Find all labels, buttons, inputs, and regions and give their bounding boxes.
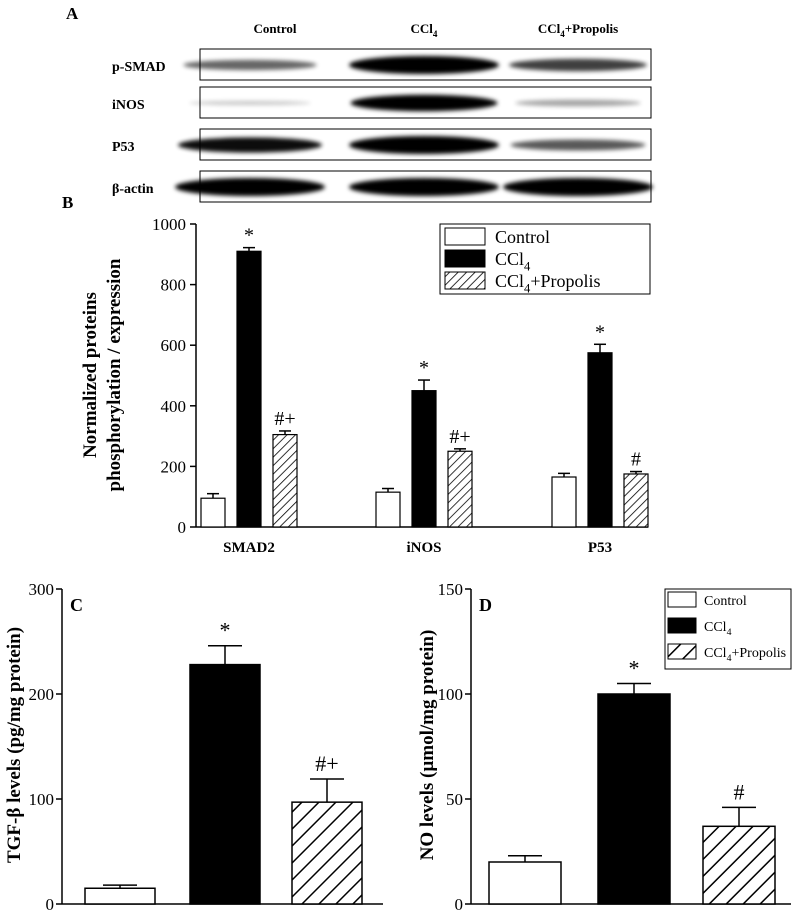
y-tick-label: 100	[29, 790, 55, 809]
significance-label: *	[629, 656, 640, 681]
legend-label: CCl4+Propolis	[704, 646, 786, 664]
blot-band	[175, 178, 325, 196]
legend-label: CCl4	[704, 620, 732, 638]
legend-label: Control	[495, 227, 550, 247]
significance-label: #+	[274, 408, 295, 430]
bar	[200, 497, 226, 528]
bar	[291, 801, 363, 905]
chart-b: B Normalized proteins phosphorylation / ex…	[62, 193, 651, 556]
y-tick-label: 150	[438, 580, 464, 599]
lane-label-ccl4: CCl4	[411, 21, 438, 39]
y-tick-label: 100	[438, 685, 464, 704]
blot-band	[189, 100, 311, 106]
bar	[272, 433, 298, 528]
y-axis-label-line: phosphorylation / expression	[104, 258, 125, 491]
bar	[587, 352, 613, 528]
panel-label-b: B	[62, 193, 73, 212]
bar	[236, 250, 262, 528]
significance-label: #	[734, 779, 745, 804]
y-tick-label: 800	[161, 276, 187, 295]
legend-label: Control	[704, 594, 747, 609]
blot-band	[349, 136, 499, 154]
y-axis-label: NO levels (µmol/mg protein)	[417, 630, 438, 861]
chart-c: 0 100 200 300 TGF-β levels (pg/mg protein) C *…	[4, 580, 383, 914]
y-tick-label: 0	[46, 895, 55, 914]
blot-row: β-actin	[112, 170, 653, 203]
blot-row-label: p-SMAD	[112, 60, 166, 75]
significance-label: *	[595, 321, 605, 343]
y-tick-label: 0	[455, 895, 464, 914]
x-tick-label: iNOS	[406, 540, 441, 556]
x-tick-label: SMAD2	[223, 540, 275, 556]
legend-swatch	[667, 591, 697, 608]
lane-label-ccl4-propolis: CCl4+Propolis	[538, 21, 618, 39]
significance-label: #+	[449, 426, 470, 448]
blot-band	[509, 58, 647, 72]
bar	[411, 390, 437, 528]
bar	[375, 491, 401, 528]
legend-label: CCl4	[495, 249, 531, 273]
y-tick-label: 0	[178, 518, 187, 537]
blot-row: P53	[112, 128, 652, 161]
bar	[488, 861, 562, 905]
blot-row-label: β-actin	[112, 182, 154, 197]
y-tick-label: 50	[446, 790, 463, 809]
bar	[623, 473, 649, 528]
y-tick-label: 300	[29, 580, 55, 599]
blot-row-label: P53	[112, 140, 135, 155]
blot-panel: A Control CCl4 CCl4+Propolis p-SMAD iNOS P…	[66, 4, 653, 203]
significance-label: *	[220, 618, 231, 643]
panel-label-a: A	[66, 4, 79, 23]
y-axis-label: TGF-β levels (pg/mg protein)	[4, 627, 25, 863]
legend-swatch	[444, 271, 486, 290]
bar	[189, 663, 261, 905]
blot-row: p-SMAD	[112, 48, 652, 81]
blot-band	[503, 178, 653, 196]
bar	[702, 825, 776, 905]
blot-band	[510, 139, 646, 151]
significance-label: *	[244, 225, 254, 247]
y-axis-label-line: Normalized proteins	[80, 292, 101, 458]
chart-d: 0 50 100 150 NO levels (µmol/mg protein) D * # C…	[417, 580, 792, 914]
bar	[447, 450, 473, 528]
y-tick-label: 200	[161, 457, 187, 476]
x-tick-label: P53	[588, 540, 612, 556]
blot-band	[349, 178, 499, 196]
bar	[84, 887, 156, 905]
legend-swatch	[444, 249, 486, 268]
y-tick-label: 200	[29, 685, 55, 704]
blot-lane-labels: Control CCl4 CCl4+Propolis	[253, 21, 618, 39]
blot-band	[183, 59, 317, 71]
legend: Control CCl4 CCl4+Propolis	[664, 588, 792, 670]
significance-label: #+	[315, 751, 338, 776]
bar	[597, 693, 671, 905]
blot-band	[515, 99, 641, 107]
blot-row: iNOS	[112, 86, 652, 119]
legend-label: CCl4+Propolis	[495, 271, 600, 295]
significance-label: *	[419, 357, 429, 379]
y-tick-label: 400	[161, 397, 187, 416]
panel-label: D	[479, 595, 492, 615]
blot-band	[349, 56, 499, 74]
y-tick-label: 1000	[152, 215, 186, 234]
blot-band	[178, 137, 322, 153]
y-tick-label: 600	[161, 336, 187, 355]
panel-label: C	[70, 595, 83, 615]
significance-label: #	[631, 449, 641, 471]
bar	[551, 476, 577, 528]
legend-swatch	[667, 617, 697, 634]
blot-band	[350, 94, 498, 112]
y-axis-label: Normalized proteins phosphorylation / exp…	[80, 258, 125, 491]
blot-row-label: iNOS	[112, 98, 145, 113]
legend-swatch	[444, 227, 486, 246]
legend-swatch	[667, 643, 697, 660]
lane-label-control: Control	[253, 21, 296, 36]
